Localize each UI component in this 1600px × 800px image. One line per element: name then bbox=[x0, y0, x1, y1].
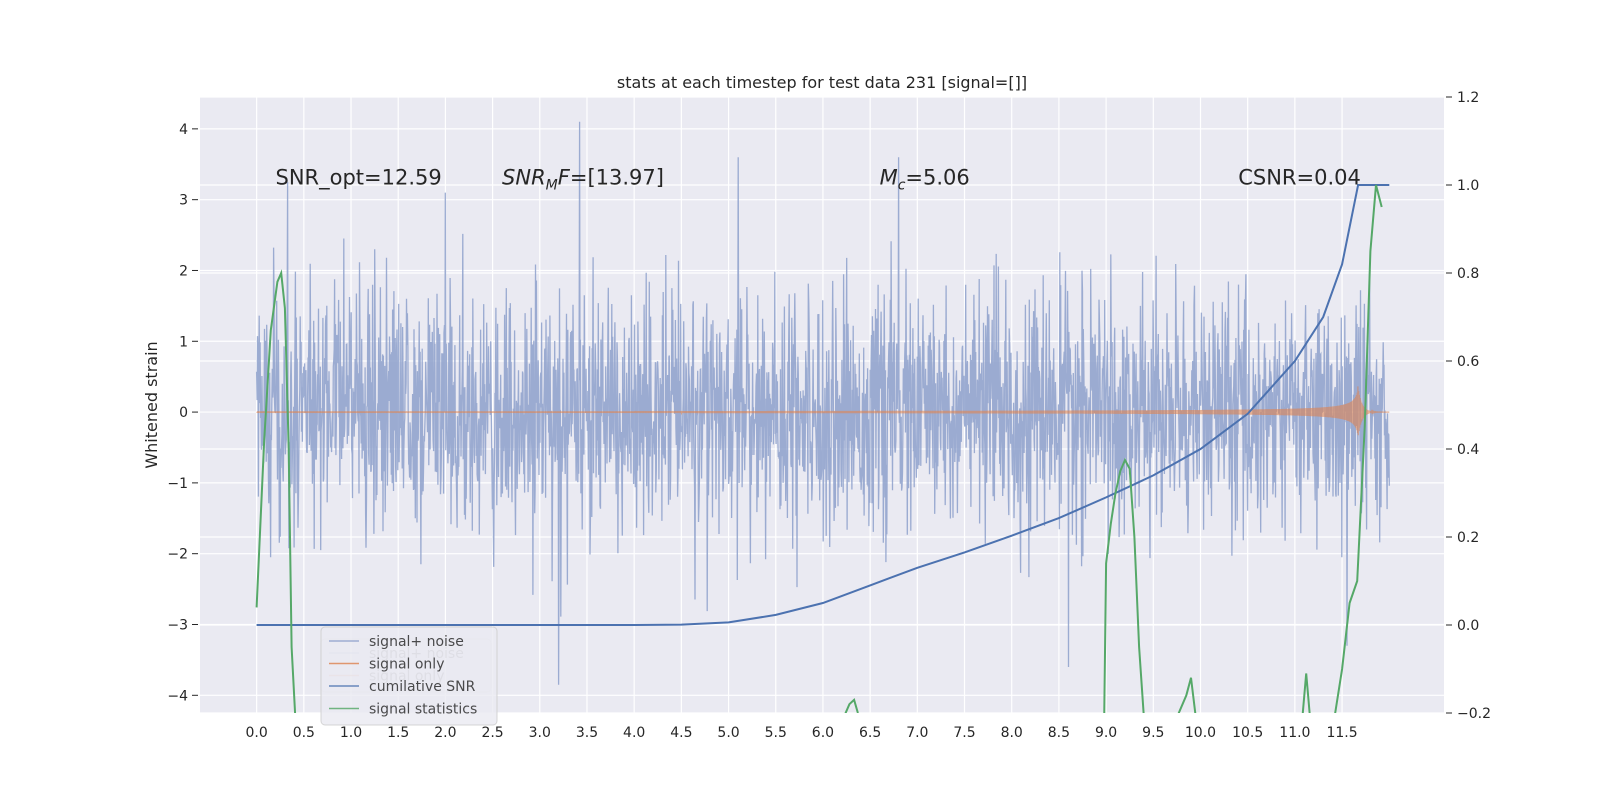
annotation-part: c bbox=[898, 177, 906, 193]
x-tick-label: 3.0 bbox=[529, 725, 551, 741]
series-layer bbox=[255, 121, 1390, 713]
y-tick-label-left: −2 bbox=[167, 547, 188, 563]
y-tick-label-left: −3 bbox=[167, 617, 188, 633]
x-tick-label: 6.5 bbox=[859, 725, 881, 741]
x-tick-label: 9.0 bbox=[1095, 725, 1117, 741]
y-tick-label-right: 0.8 bbox=[1457, 266, 1479, 282]
x-tick-label: 2.0 bbox=[434, 725, 456, 741]
series-signal-statistics-line bbox=[844, 697, 859, 713]
y-tick-label-left: 0 bbox=[179, 405, 188, 421]
x-tick-label: 7.5 bbox=[953, 725, 975, 741]
y-axis-right: 1.2 1.0 0.8 0.6 0.4 0.2 0.0 −0.2 bbox=[1446, 90, 1491, 722]
annotations: SNR_opt=12.59 SNRMF=[13.97] Mc=5.06 CSNR=0.… bbox=[276, 165, 1361, 193]
x-axis: 0.0 0.5 1.0 1.5 2.0 2.5 3.0 3.5 4.0 4.5 5.0 5.5 6.0 6… bbox=[245, 725, 1357, 741]
legend-label: signal+ noise bbox=[369, 634, 464, 650]
series-signal-noise-line bbox=[255, 121, 1390, 685]
y-tick-label-left: 3 bbox=[179, 193, 188, 209]
y-tick-label-right: 0.6 bbox=[1457, 354, 1479, 370]
annotation-part: =5.06 bbox=[905, 165, 969, 189]
legend-label: cumilative SNR bbox=[369, 679, 476, 695]
y-tick-label-left: 4 bbox=[179, 122, 188, 138]
x-tick-label: 8.0 bbox=[1001, 725, 1023, 741]
x-tick-label: 8.5 bbox=[1048, 725, 1070, 741]
x-tick-label: 0.5 bbox=[293, 725, 315, 741]
legend-label: signal statistics bbox=[369, 702, 477, 718]
annotation-part: =[13.97] bbox=[570, 165, 664, 189]
x-tick-label: 0.0 bbox=[245, 725, 267, 741]
y-tick-label-left: −1 bbox=[167, 476, 188, 492]
y-axis-left: 4 3 2 1 0 −1 −2 −3 −4 bbox=[167, 122, 198, 704]
x-tick-label: 10.5 bbox=[1232, 725, 1263, 741]
legend: signal+ noise signal only cumilative SNR si… bbox=[320, 626, 498, 726]
x-tick-label: 10.0 bbox=[1185, 725, 1216, 741]
x-tick-label: 2.5 bbox=[481, 725, 503, 741]
x-tick-label: 11.5 bbox=[1326, 725, 1357, 741]
x-tick-label: 6.0 bbox=[812, 725, 834, 741]
series-signal-statistics-line bbox=[1334, 184, 1383, 713]
y-tick-label-right: 1.2 bbox=[1457, 90, 1479, 106]
y-tick-label-left: 2 bbox=[179, 263, 188, 279]
x-tick-label: 11.0 bbox=[1279, 725, 1310, 741]
annotation: Mc=5.06 bbox=[880, 165, 970, 193]
series-signal-statistics-line bbox=[255, 269, 297, 713]
series-signal-statistics-line bbox=[1177, 677, 1197, 713]
x-tick-label: 9.5 bbox=[1142, 725, 1164, 741]
x-tick-label: 1.5 bbox=[387, 725, 409, 741]
y-tick-label-right: 0.0 bbox=[1457, 618, 1479, 634]
series-signal-statistics-line bbox=[1103, 457, 1145, 713]
x-tick-label: 7.0 bbox=[906, 725, 928, 741]
x-tick-label: 4.0 bbox=[623, 725, 645, 741]
x-tick-label: 3.5 bbox=[576, 725, 598, 741]
y-tick-label-right: −0.2 bbox=[1457, 706, 1491, 722]
annotation-part: F bbox=[558, 165, 571, 189]
y-tick-label-left: −4 bbox=[167, 688, 188, 704]
x-tick-label: 4.5 bbox=[670, 725, 692, 741]
annotation: SNR_opt=12.59 bbox=[276, 165, 442, 190]
x-tick-label: 5.5 bbox=[765, 725, 787, 741]
y-tick-label-left: 1 bbox=[179, 334, 188, 350]
annotation-part: SNR bbox=[502, 165, 546, 189]
chart-title: stats at each timestep for test data 231… bbox=[617, 73, 1027, 92]
x-tick-label: 1.0 bbox=[340, 725, 362, 741]
series-signal-statistics-line bbox=[1301, 673, 1311, 713]
legend-label: signal only bbox=[369, 657, 444, 673]
annotation-part: M bbox=[546, 177, 558, 193]
y-axis-label: Whitened strain bbox=[142, 341, 161, 468]
y-tick-label-right: 1.0 bbox=[1457, 178, 1479, 194]
annotation: CSNR=0.04 bbox=[1238, 165, 1361, 189]
annotation-part: M bbox=[880, 165, 898, 189]
series-cumulative-snr-line bbox=[256, 184, 1390, 626]
x-tick-label: 5.0 bbox=[717, 725, 739, 741]
y-tick-label-right: 0.4 bbox=[1457, 442, 1479, 458]
series-signal-only-line bbox=[256, 386, 1390, 436]
y-tick-label-right: 0.2 bbox=[1457, 530, 1479, 546]
annotation: SNRMF=[13.97] bbox=[502, 165, 664, 193]
legend-box bbox=[320, 626, 498, 726]
